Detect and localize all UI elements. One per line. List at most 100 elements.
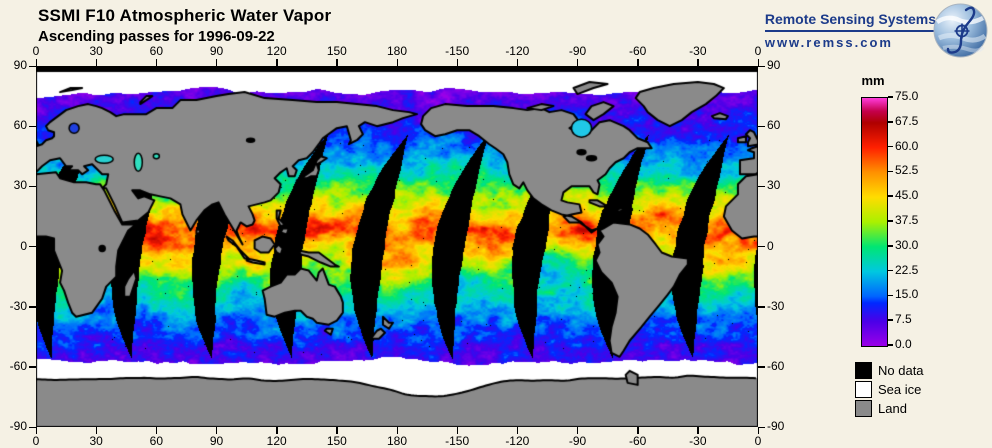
lon-tick xyxy=(155,59,158,66)
lon-tick xyxy=(757,59,759,66)
lon-tick xyxy=(95,427,98,434)
lat-tick-label: 0 xyxy=(767,238,774,253)
lon-tick-label: 90 xyxy=(209,434,224,448)
map-canvas xyxy=(36,66,758,427)
lon-tick-label: 180 xyxy=(386,44,408,58)
lat-tick xyxy=(758,125,765,128)
colorbar-tick-label: 0.0 xyxy=(895,337,912,351)
colorbar-tick xyxy=(888,195,893,197)
lon-tick-label: -60 xyxy=(628,434,647,448)
lon-tick xyxy=(155,427,158,434)
lat-tick-label: -90 xyxy=(9,419,27,433)
lon-tick xyxy=(276,59,278,66)
colorbar-tick xyxy=(888,245,893,247)
lat-tick-label: -60 xyxy=(767,358,785,373)
lat-tick-label: 0 xyxy=(20,238,27,253)
lon-tick-label: -150 xyxy=(445,44,470,58)
lon-tick-label: -90 xyxy=(568,434,587,448)
lon-tick xyxy=(35,59,37,66)
lon-tick-label: 30 xyxy=(89,44,103,58)
colorbar xyxy=(861,97,888,347)
lon-tick xyxy=(396,427,398,434)
lat-tick-label: 60 xyxy=(13,118,27,133)
colorbar-tick-label: 75.0 xyxy=(895,89,919,103)
colorbar-tick xyxy=(888,319,893,321)
lon-tick xyxy=(336,59,338,66)
lon-tick-label: 60 xyxy=(149,44,163,58)
lon-tick-label: 30 xyxy=(89,434,103,448)
lat-tick xyxy=(758,426,765,428)
colorbar-tick-label: 15.0 xyxy=(895,287,919,302)
lon-tick xyxy=(637,59,639,66)
colorbar-tick-label: 22.5 xyxy=(895,262,919,277)
globe-logo-icon xyxy=(933,3,988,58)
colorbar-tick xyxy=(888,145,893,148)
lat-tick-label: -30 xyxy=(767,298,785,313)
lon-tick xyxy=(577,59,579,66)
colorbar-tick-label: 30.0 xyxy=(895,237,919,252)
lat-tick-label: 90 xyxy=(767,58,781,72)
lon-tick-label: 120 xyxy=(266,44,287,58)
lat-tick xyxy=(29,306,36,308)
remss-logo[interactable]: Remote Sensing Systems www.remss.com xyxy=(728,2,988,60)
colorbar-tick xyxy=(888,121,893,123)
lon-tick-label: 90 xyxy=(209,44,224,58)
lat-tick-label: -30 xyxy=(9,298,27,313)
lat-tick-label: 30 xyxy=(767,178,781,193)
lat-tick-label: 60 xyxy=(767,118,781,133)
lon-tick xyxy=(216,427,218,434)
colorbar-tick xyxy=(888,294,893,297)
colorbar-tick xyxy=(888,96,893,98)
lon-tick-label: 0 xyxy=(754,44,762,58)
lon-tick-label: 180 xyxy=(386,434,408,448)
lat-tick xyxy=(29,366,36,368)
legend-label: Sea ice xyxy=(878,382,922,397)
lon-tick-label: 60 xyxy=(149,434,163,448)
lon-tick xyxy=(516,59,519,66)
lon-tick-label: -120 xyxy=(505,44,530,58)
lon-tick xyxy=(757,427,759,434)
colorbar-tick xyxy=(888,220,893,222)
lat-tick xyxy=(758,65,765,67)
lat-tick-label: -90 xyxy=(767,419,785,433)
page-title: SSMI F10 Atmospheric Water Vapor xyxy=(38,6,332,25)
colorbar-tick xyxy=(888,170,893,173)
lat-tick xyxy=(758,366,765,368)
lon-tick xyxy=(456,59,459,66)
colorbar-tick-label: 37.5 xyxy=(895,213,919,227)
lon-tick-label: 0 xyxy=(754,434,762,448)
lon-tick-label: -150 xyxy=(445,434,470,448)
colorbar-tick-label: 7.5 xyxy=(895,312,912,327)
lon-tick xyxy=(336,427,338,434)
lon-tick-label: -60 xyxy=(628,44,647,58)
lat-tick xyxy=(29,246,36,248)
lon-tick xyxy=(577,427,579,434)
lon-tick-label: 120 xyxy=(266,434,287,448)
logo-url-link[interactable]: www.remss.com xyxy=(764,35,893,50)
colorbar-tick-label: 67.5 xyxy=(895,113,919,128)
colorbar-tick-label: 60.0 xyxy=(895,138,919,153)
lat-tick xyxy=(29,426,36,428)
lon-tick-label: -30 xyxy=(689,44,707,58)
lon-tick xyxy=(697,427,699,434)
lat-tick xyxy=(29,65,36,67)
lon-tick-label: 0 xyxy=(32,434,40,448)
page-subtitle: Ascending passes for 1996-09-22 xyxy=(38,28,275,45)
colorbar-tick xyxy=(888,269,893,272)
legend-swatch xyxy=(855,381,872,398)
lon-tick xyxy=(216,59,218,66)
lon-tick xyxy=(516,427,519,434)
lon-tick xyxy=(95,59,98,66)
lat-tick-label: -60 xyxy=(9,358,27,373)
lon-tick xyxy=(456,427,459,434)
lat-tick xyxy=(758,246,765,248)
lon-tick xyxy=(35,427,37,434)
lon-tick xyxy=(637,427,639,434)
lon-tick-label: 0 xyxy=(32,44,40,58)
lon-tick-label: -30 xyxy=(689,434,707,448)
colorbar-units-label: mm xyxy=(861,73,885,88)
lat-tick xyxy=(758,306,765,308)
logo-text-block: Remote Sensing Systems www.remss.com xyxy=(764,11,936,50)
lat-tick xyxy=(29,125,36,128)
